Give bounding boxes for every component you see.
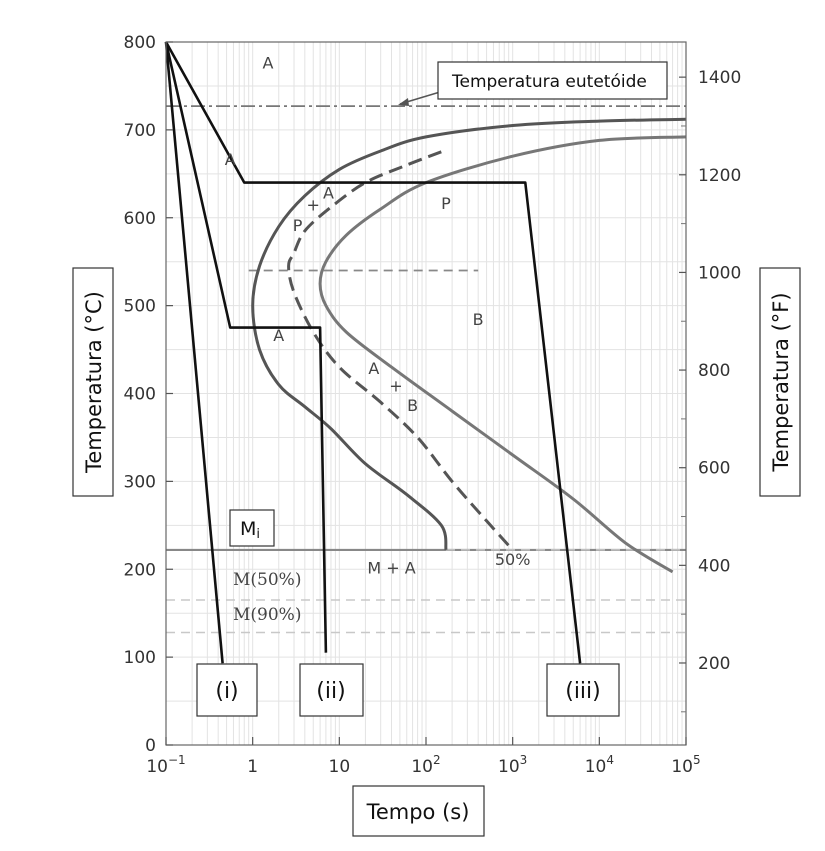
x-tick-label: 105 bbox=[671, 753, 700, 777]
path-iii-label-box bbox=[546, 663, 620, 717]
region-label: + bbox=[389, 377, 402, 396]
x-tick-label-exponent: 5 bbox=[693, 753, 701, 767]
y-right-tick-label: 1400 bbox=[698, 68, 741, 88]
x-axis-title: Tempo (s) bbox=[352, 785, 485, 837]
transformation-curves bbox=[251, 117, 687, 574]
y-left-tick-label: 200 bbox=[124, 560, 156, 580]
y-left-tick-label: 300 bbox=[124, 472, 156, 492]
x-axis-label: Tempo (s) bbox=[366, 800, 470, 824]
y-left-tick-label: 100 bbox=[124, 648, 156, 668]
x-tick-label: 103 bbox=[498, 753, 527, 777]
eutectoid-arrowhead bbox=[398, 98, 409, 106]
eutectoid-label: Temperatura eutetóide bbox=[451, 72, 647, 92]
path-ii-label-box bbox=[299, 663, 364, 717]
y-right-tick-label: 400 bbox=[698, 556, 730, 576]
region-label: A bbox=[323, 183, 334, 202]
region-label: M + A bbox=[367, 559, 415, 578]
x-tick-label-base: 10 bbox=[498, 757, 520, 777]
y-left-tick-label: 600 bbox=[124, 209, 156, 229]
mi-label-box bbox=[229, 509, 275, 547]
cooling-paths bbox=[164, 41, 582, 664]
path-ii-label: (ii) bbox=[316, 679, 345, 704]
y-right-tick-label: 200 bbox=[698, 654, 730, 674]
mi-label: Mi bbox=[240, 518, 260, 542]
eutectoid-callout: Temperatura eutetóide bbox=[398, 61, 668, 106]
begin-curve bbox=[251, 117, 687, 551]
y-left-tick-label: 0 bbox=[145, 736, 156, 756]
path-i-label: (i) bbox=[215, 679, 238, 704]
x-tick-label: 10 bbox=[329, 757, 351, 777]
y-left-tick-label: 500 bbox=[124, 297, 156, 317]
y-axis-left-label: Temperatura (°C) bbox=[82, 291, 106, 474]
x-tick-label-exponent: 2 bbox=[433, 753, 441, 767]
region-label: 50% bbox=[495, 550, 531, 569]
x-tick-label-exponent: −1 bbox=[168, 753, 186, 767]
y-right-tick-label: 1200 bbox=[698, 166, 741, 186]
x-tick-label-exponent: 4 bbox=[606, 753, 614, 767]
path-ii bbox=[164, 41, 328, 653]
x-tick-label-exponent: 3 bbox=[520, 753, 528, 767]
y-axis-right-label: Temperatura (°F) bbox=[769, 292, 793, 472]
region-label: P bbox=[441, 194, 451, 213]
x-tick-label-base: 1 bbox=[247, 757, 258, 777]
region-label: A bbox=[262, 53, 273, 72]
path-i-callout: (i) bbox=[196, 663, 258, 717]
x-axis-title-box bbox=[352, 785, 485, 837]
x-tick-label: 102 bbox=[411, 753, 440, 777]
path-iii-callout: (iii) bbox=[546, 663, 620, 717]
y-right-tick-label: 600 bbox=[698, 459, 730, 479]
grid bbox=[165, 42, 686, 745]
x-tick-label: 1 bbox=[247, 757, 258, 777]
x-tick-label-base: 10 bbox=[585, 757, 607, 777]
y-axis-right-title: Temperatura (°F) bbox=[759, 267, 801, 497]
path-iii-label: (iii) bbox=[565, 679, 601, 704]
x-tick-label: 104 bbox=[585, 753, 614, 777]
x-tick-label-base: 10 bbox=[329, 757, 351, 777]
m50-label: M(50%) bbox=[233, 570, 301, 590]
path-ii-callout: (ii) bbox=[299, 663, 364, 717]
region-label: P bbox=[293, 216, 303, 235]
path-i-label-box bbox=[196, 663, 258, 717]
x-tick-label-base: 10 bbox=[671, 757, 693, 777]
region-label: B bbox=[473, 310, 484, 329]
mi-label-sub: i bbox=[256, 527, 260, 542]
y-axis-left-title: Temperatura (°C) bbox=[72, 267, 114, 497]
mi-callout: Mi bbox=[229, 509, 275, 547]
y-left-tick-label: 700 bbox=[124, 121, 156, 141]
y-right-tick-label: 1000 bbox=[698, 263, 741, 283]
region-label: B bbox=[407, 396, 418, 415]
y-left-tick-label: 800 bbox=[124, 33, 156, 53]
end-curve bbox=[318, 135, 687, 574]
region-label: A bbox=[225, 150, 236, 169]
x-tick-label-base: 10 bbox=[411, 757, 433, 777]
mi-label-base: M bbox=[240, 518, 256, 540]
eutectoid-label-box bbox=[437, 61, 668, 100]
path-iii bbox=[164, 41, 582, 664]
fifty-percent-curve bbox=[287, 150, 514, 551]
y-left-tick-label: 400 bbox=[124, 385, 156, 405]
y-axis-left-title-box bbox=[72, 267, 114, 497]
path-i bbox=[164, 41, 224, 664]
x-tick-label-base: 10 bbox=[146, 757, 168, 777]
y-axis-right-title-box bbox=[759, 267, 801, 497]
region-label: A bbox=[273, 326, 284, 345]
region-label: + bbox=[307, 196, 320, 215]
y-right-tick-label: 800 bbox=[698, 361, 730, 381]
axis-ticks: 10−1 1 10 102 103 104 105010020030040050060070… bbox=[124, 33, 742, 777]
x-tick-label: 10−1 bbox=[146, 753, 185, 777]
m90-label: M(90%) bbox=[233, 605, 301, 625]
region-label: A bbox=[368, 359, 379, 378]
